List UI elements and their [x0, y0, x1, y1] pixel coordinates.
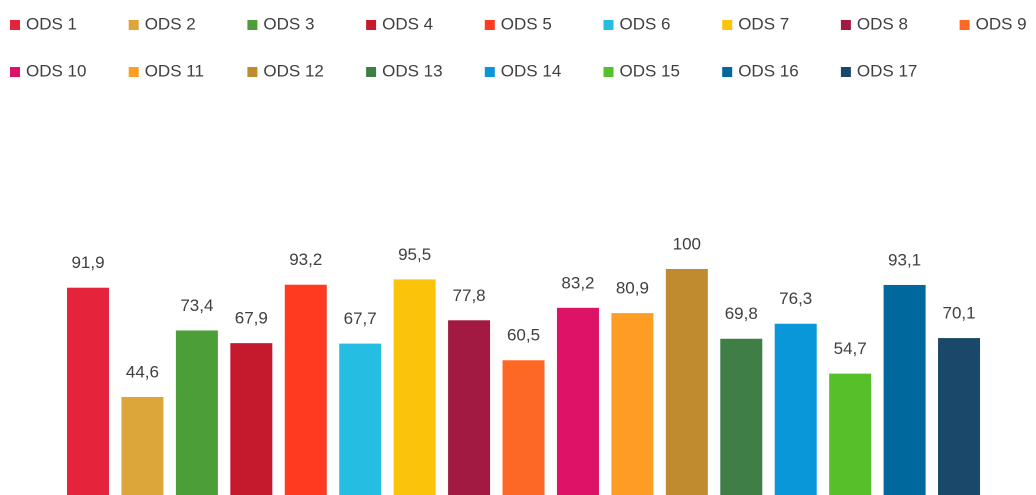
legend-label: ODS 13	[382, 61, 442, 80]
legend-label: ODS 7	[738, 14, 789, 33]
legend-swatch	[128, 20, 139, 30]
legend-label: ODS 16	[738, 61, 798, 80]
value-label: 60,5	[507, 326, 540, 345]
legend-swatch	[366, 67, 377, 77]
value-label: 77,8	[453, 286, 486, 305]
bar	[393, 279, 436, 495]
bar	[774, 323, 817, 495]
bar	[448, 320, 491, 495]
bar	[938, 338, 981, 495]
bar	[284, 284, 327, 495]
value-label: 76,3	[779, 289, 812, 308]
legend-swatch	[10, 20, 20, 30]
legend-label: ODS 9	[976, 14, 1027, 33]
legend-label: ODS 3	[263, 14, 314, 33]
legend-swatch	[366, 20, 377, 30]
value-label: 93,1	[888, 250, 921, 269]
legend-label: ODS 17	[857, 61, 917, 80]
bar	[67, 287, 109, 495]
bar	[121, 396, 164, 495]
bar	[883, 284, 926, 495]
legend-swatch	[247, 67, 258, 77]
bar	[502, 360, 545, 495]
legend-label: ODS 4	[382, 14, 433, 33]
value-label: 91,9	[71, 253, 104, 272]
legend-swatch	[484, 67, 495, 77]
value-label: 69,8	[725, 304, 758, 323]
legend-label: ODS 6	[620, 14, 671, 33]
legend-swatch	[959, 20, 970, 30]
bar	[175, 330, 218, 495]
legend-label: ODS 15	[620, 61, 680, 80]
legend-swatch	[722, 67, 733, 77]
value-label: 83,2	[561, 273, 594, 292]
value-label: 100	[673, 234, 701, 253]
legend-swatch	[247, 20, 258, 30]
value-label: 73,4	[180, 296, 213, 315]
bar	[230, 343, 273, 495]
value-label: 93,2	[289, 250, 322, 269]
value-label: 70,1	[942, 304, 975, 323]
value-label: 54,7	[834, 339, 867, 358]
value-label: 95,5	[398, 245, 431, 264]
legend-label: ODS 14	[501, 61, 561, 80]
bar	[720, 338, 763, 495]
value-label: 44,6	[126, 362, 159, 381]
legend-label: ODS 10	[26, 61, 86, 80]
legend-swatch	[840, 20, 851, 30]
legend-swatch	[10, 67, 20, 77]
bar	[611, 313, 654, 495]
legend-label: ODS 11	[145, 61, 204, 80]
legend-swatch	[603, 20, 614, 30]
legend-label: ODS 5	[501, 14, 552, 33]
legend-swatch	[722, 20, 733, 30]
legend-swatch	[840, 67, 851, 77]
bar	[829, 373, 872, 495]
legend-label: ODS 12	[263, 61, 323, 80]
legend-swatch	[484, 20, 495, 30]
value-label: 67,7	[344, 309, 377, 328]
legend-label: ODS 1	[26, 14, 77, 33]
legend-label: ODS 2	[145, 14, 196, 33]
bar	[665, 269, 708, 495]
legend-swatch	[603, 67, 614, 77]
legend-swatch	[128, 67, 139, 77]
legend-label: ODS 8	[857, 14, 908, 33]
value-label: 80,9	[616, 279, 649, 298]
bar	[556, 307, 599, 495]
value-label: 67,9	[235, 309, 268, 328]
bar	[339, 343, 382, 495]
